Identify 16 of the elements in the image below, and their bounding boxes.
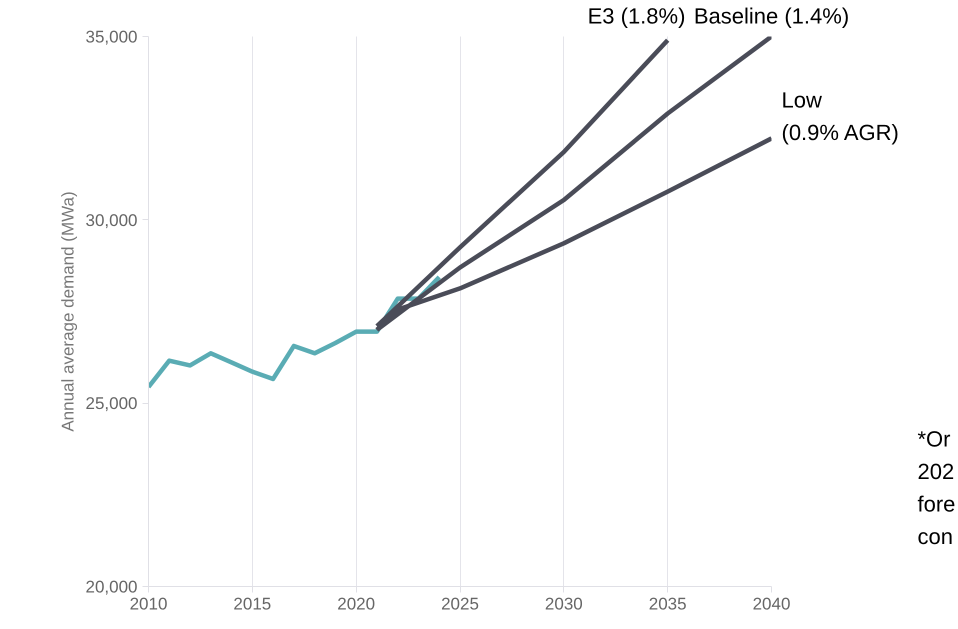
x-tick-label: 2035 (648, 594, 687, 614)
y-tick-label: 25,000 (86, 394, 138, 414)
x-tick-label: 2015 (233, 594, 272, 614)
series-label: E3 (1.8%) (588, 4, 686, 28)
x-tick-label: 2010 (130, 594, 168, 614)
x-tick-label: 2025 (441, 594, 479, 614)
series-label: Low (0.9% AGR) (782, 88, 899, 146)
series-label: Baseline (1.4%) (694, 4, 850, 28)
x-tick-label: 2040 (752, 594, 790, 614)
y-tick-label: 30,000 (86, 210, 138, 230)
y-tick-label: 20,000 (86, 578, 138, 596)
text: *Or 202 fore con (918, 426, 956, 549)
x-tick-label: 2020 (337, 594, 376, 614)
x-tick-label: 2030 (544, 594, 583, 614)
y-tick-label: 35,000 (86, 28, 138, 46)
y-axis-title: Annual average demand (MWa) (58, 191, 78, 432)
